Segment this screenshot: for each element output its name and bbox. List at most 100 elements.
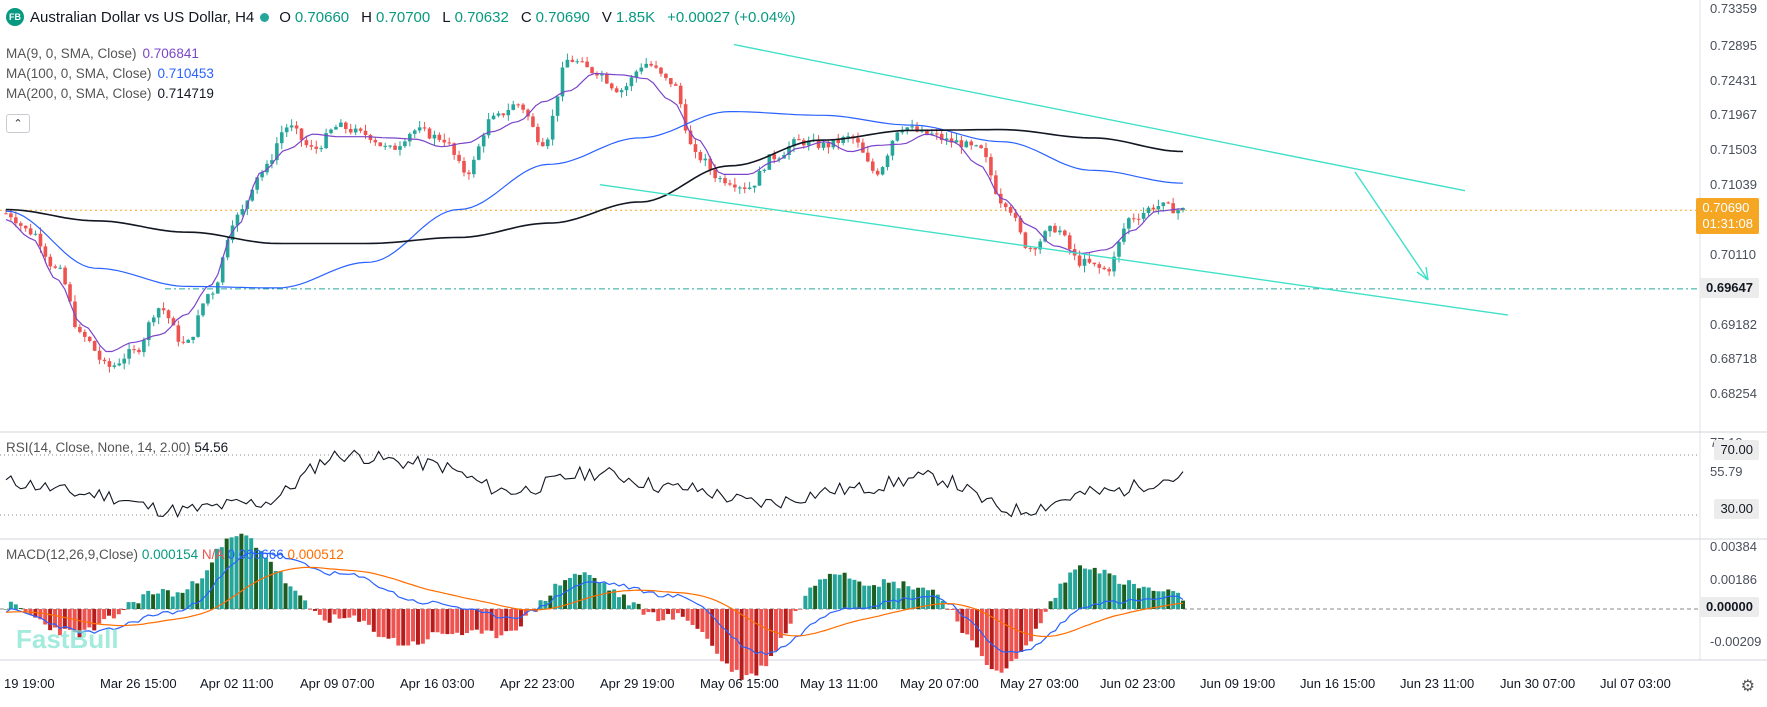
candle-body xyxy=(33,233,38,235)
candle-body xyxy=(772,154,777,160)
macd-histogram-bar xyxy=(13,604,18,609)
current-price-tag: 0.70690 01:31:08 xyxy=(1696,198,1759,234)
candle-body xyxy=(979,145,983,149)
macd-legend[interactable]: MACD(12,26,9,Close) 0.000154 N/A 0.00066… xyxy=(6,547,344,562)
candle-body xyxy=(1087,258,1092,263)
gear-icon[interactable]: ⚙ xyxy=(1740,678,1755,695)
macd-histogram-bar xyxy=(764,609,769,667)
macd-histogram-bar xyxy=(788,609,793,624)
candle-body xyxy=(885,155,890,168)
macd-histogram-bar xyxy=(82,609,87,630)
candle-body xyxy=(284,127,289,133)
open-value: 0.70660 xyxy=(294,8,350,26)
macd-histogram-bar xyxy=(1161,591,1166,609)
ma200-value: 0.714719 xyxy=(157,86,214,101)
candle-body xyxy=(112,365,117,367)
macd-histogram-bar xyxy=(1019,609,1024,653)
macd-histogram-bar xyxy=(102,609,107,620)
macd-line xyxy=(5,551,1184,656)
candle-body xyxy=(1043,231,1047,242)
macd-histogram-bar xyxy=(842,572,847,609)
macd-histogram-bar xyxy=(391,609,396,638)
candle-body xyxy=(289,125,294,128)
candle-body xyxy=(511,104,516,110)
candle-body xyxy=(467,172,471,175)
candle-body xyxy=(304,140,309,146)
candle-body xyxy=(1092,262,1097,265)
candle-body xyxy=(43,246,48,257)
candle-body xyxy=(87,336,92,342)
macd-histogram-bar xyxy=(244,535,249,609)
collapse-legend-button[interactable]: ⌃ xyxy=(6,114,30,133)
macd-histogram-bar xyxy=(1014,609,1019,659)
macd-histogram-bar xyxy=(1053,597,1058,609)
candle-body xyxy=(9,213,13,218)
candle-body xyxy=(959,140,964,148)
candle-body xyxy=(314,146,319,149)
high-key: H xyxy=(361,8,372,26)
candle-body xyxy=(378,142,383,147)
macd-histogram-bar xyxy=(999,609,1004,673)
candle-body xyxy=(723,178,727,184)
macd-histogram-bar xyxy=(798,609,803,610)
candle-body xyxy=(747,187,752,189)
macd-histogram-bar xyxy=(455,609,460,633)
candle-body xyxy=(964,141,969,148)
ma200-legend[interactable]: MA(200, 0, SMA, Close) 0.714719 xyxy=(6,86,214,101)
candle-body xyxy=(176,325,181,342)
macd-histogram-bar xyxy=(435,609,440,633)
watermark: FastBull xyxy=(16,624,119,654)
macd-histogram-bar xyxy=(901,581,906,609)
candle-body xyxy=(442,139,447,143)
candle-body xyxy=(742,187,747,189)
macd-histogram-bar xyxy=(126,602,131,609)
time-axis-label: Mar 26 15:00 xyxy=(100,676,177,691)
macd-histogram-bar xyxy=(582,572,587,609)
ma9-legend[interactable]: MA(9, 0, SMA, Close) 0.706841 xyxy=(6,46,199,61)
ma9-label: MA(9, 0, SMA, Close) xyxy=(6,46,137,61)
candle-body xyxy=(348,128,353,133)
macd-histogram-bar xyxy=(131,602,136,609)
macd-histogram-bar xyxy=(754,609,759,676)
macd-histogram-bar xyxy=(984,609,989,666)
ma100-legend[interactable]: MA(100, 0, SMA, Close) 0.710453 xyxy=(6,66,214,81)
time-axis-label: Apr 16 03:00 xyxy=(400,676,474,691)
candle-body xyxy=(555,96,560,116)
candle-body xyxy=(1151,207,1156,210)
macd-histogram-bar xyxy=(778,609,783,638)
candle-body xyxy=(1176,210,1180,214)
macd-histogram-bar xyxy=(347,609,352,618)
candle-body xyxy=(48,256,53,267)
macd-histogram-bar xyxy=(1033,609,1038,629)
macd-histogram-bar xyxy=(1004,609,1009,669)
candle-body xyxy=(974,145,978,147)
macd-histogram-bar xyxy=(411,609,416,642)
macd-histogram-bar xyxy=(661,609,666,621)
macd-histogram-bar xyxy=(612,589,617,609)
candle-body xyxy=(536,126,540,143)
candle-body xyxy=(279,132,284,144)
candle-body xyxy=(82,331,87,337)
macd-histogram-bar xyxy=(1171,591,1176,609)
rsi-30-tag: 30.00 xyxy=(1714,499,1759,519)
macd-histogram-bar xyxy=(1043,609,1048,612)
symbol-title[interactable]: Australian Dollar vs US Dollar, H4 xyxy=(30,8,255,26)
macd-histogram-bar xyxy=(759,609,764,666)
macd-histogram-bar xyxy=(111,609,116,619)
macd-histogram-bar xyxy=(695,609,700,629)
macd-histogram-bar xyxy=(1038,609,1043,624)
candle-body xyxy=(890,140,895,156)
rsi-legend[interactable]: RSI(14, Close, None, 14, 2.00) 54.56 xyxy=(6,440,228,455)
time-axis-label: Apr 22 23:00 xyxy=(500,676,574,691)
macd-histogram-bar xyxy=(1068,572,1073,609)
macd-histogram-bar xyxy=(376,609,381,637)
candle-body xyxy=(526,109,530,117)
candle-body xyxy=(757,170,762,186)
macd-histogram-bar xyxy=(837,574,842,609)
macd-histogram-bar xyxy=(190,581,195,609)
macd-histogram-bar xyxy=(832,574,837,609)
candle-body xyxy=(856,138,860,143)
macd-histogram-bar xyxy=(1131,583,1136,609)
